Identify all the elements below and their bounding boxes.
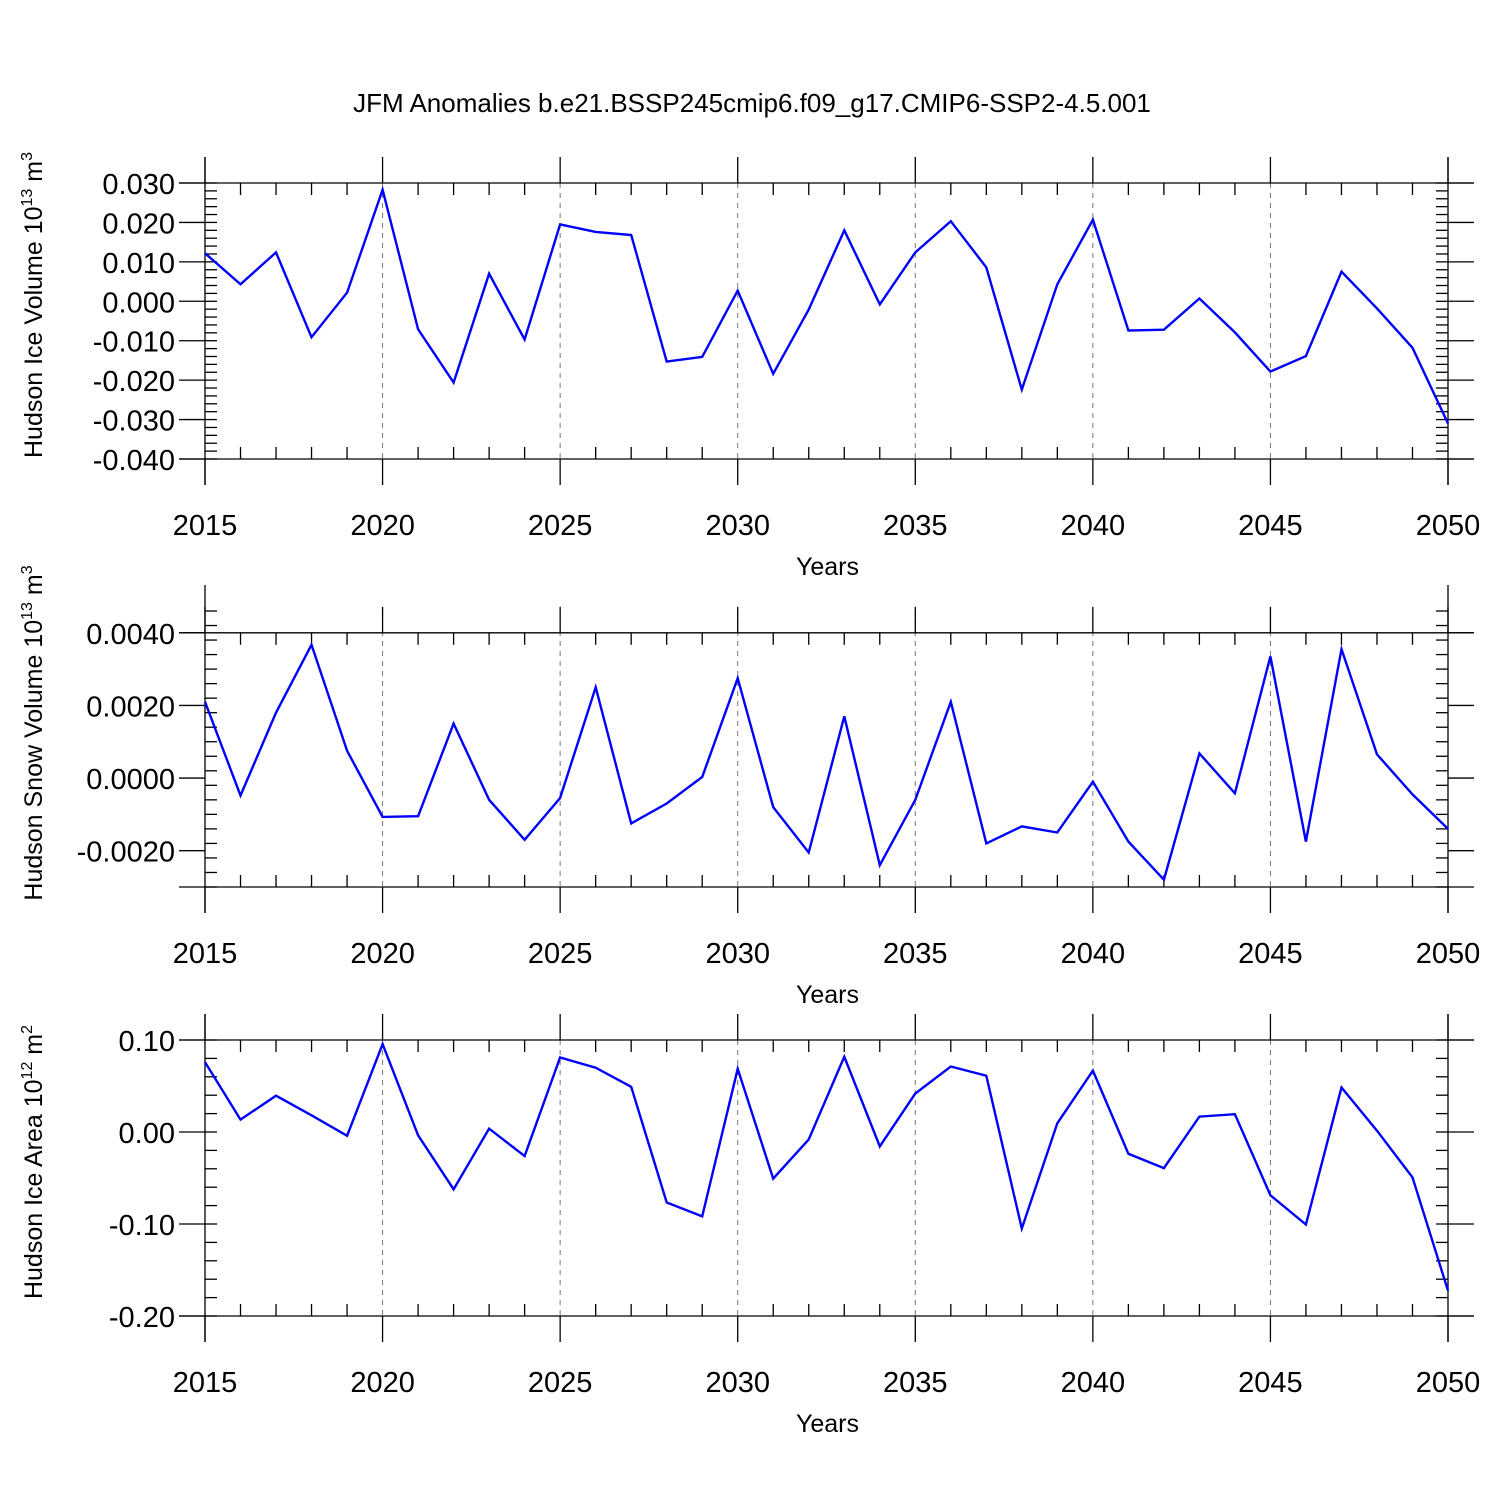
y-tick-label: 0.030 [102,169,175,201]
y-axis-label-unit: m [20,161,48,189]
x-tick-label: 2020 [350,1367,415,1399]
x-tick-label: 2030 [705,510,770,542]
y-tick-label: 0.10 [119,1026,175,1058]
y-tick-label: 0.0040 [86,619,175,651]
series-line [203,641,1449,883]
x-tick-label: 2015 [173,510,238,542]
x-tick-label: 2045 [1238,1367,1303,1399]
x-tick-label: 2015 [173,1367,238,1399]
series-line [203,1040,1450,1292]
y-tick-label: -0.040 [93,445,175,477]
x-tick-label: 2040 [1061,938,1126,970]
y-axis-label: Hudson Ice Volume 1013 m3 [19,152,48,458]
x-tick-label: 2030 [705,938,770,970]
y-axis-label-exponent: 12 [19,1062,36,1080]
x-tick-label: 2040 [1061,510,1126,542]
x-tick-label: 2025 [528,938,593,970]
x-tick-label: 2050 [1416,938,1481,970]
y-axis-label-unit-exponent: 3 [19,565,36,574]
x-tick-label: 2045 [1238,938,1303,970]
x-tick-label: 2050 [1416,1367,1481,1399]
x-tick-label: 2025 [528,510,593,542]
y-axis-label-text: Hudson Ice Area 10 [20,1079,48,1299]
y-axis-label-exponent: 13 [19,189,36,207]
y-axis-label-text: Hudson Snow Volume 10 [20,620,48,901]
x-axis-label: Years [796,1410,859,1438]
x-tick-label: 2045 [1238,510,1303,542]
panel-snow-volume: 0.0040 0.0020 0.0000 -0.0020 2015 2020 2025 203… [19,565,1480,1009]
x-axis-label: Years [796,981,859,1009]
y-tick-label: -0.030 [93,406,175,438]
panel-ice-area: 0.10 0.00 -0.10 -0.20 2015 2020 2025 2030 2035 20… [19,1014,1480,1438]
x-tick-label: 2030 [705,1367,770,1399]
panel-ice-volume: 0.030 0.020 0.010 0.000 -0.010 -0.020 -0.030 -0… [19,152,1480,581]
x-tick-label: 2035 [883,1367,948,1399]
x-tick-label: 2035 [883,510,948,542]
y-tick-label: 0.0000 [86,764,175,796]
y-tick-label: -0.20 [109,1302,175,1334]
x-tick-label: 2020 [350,510,415,542]
y-tick-label: 0.0020 [86,691,175,723]
x-axis-label: Years [796,553,859,581]
y-axis-label-unit: m [20,1034,48,1062]
y-axis-label-unit: m [20,574,48,602]
y-tick-label: -0.010 [93,327,175,359]
x-tick-label: 2020 [350,938,415,970]
y-tick-label: 0.020 [102,208,175,240]
y-axis-label: Hudson Ice Area 1012 m2 [19,1025,48,1299]
y-axis-label-text: Hudson Ice Volume 10 [20,206,48,458]
series-line [204,185,1450,425]
y-axis-label-exponent: 13 [19,602,36,620]
y-tick-label: -0.0020 [77,837,175,869]
y-axis-label-unit-exponent: 3 [19,152,36,161]
y-axis-label-unit-exponent: 2 [19,1025,36,1034]
y-tick-label: -0.020 [93,366,175,398]
x-tick-label: 2040 [1061,1367,1126,1399]
chart-title: JFM Anomalies b.e21.BSSP245cmip6.f09_g17… [353,88,1151,118]
x-tick-label: 2015 [173,938,238,970]
x-tick-label: 2025 [528,1367,593,1399]
y-tick-label: 0.000 [102,287,175,319]
y-axis-label: Hudson Snow Volume 1013 m3 [19,565,48,900]
y-tick-label: 0.010 [102,248,175,280]
y-tick-label: -0.10 [109,1210,175,1242]
x-tick-label: 2050 [1416,510,1481,542]
x-tick-label: 2035 [883,938,948,970]
y-tick-label: 0.00 [119,1118,175,1150]
